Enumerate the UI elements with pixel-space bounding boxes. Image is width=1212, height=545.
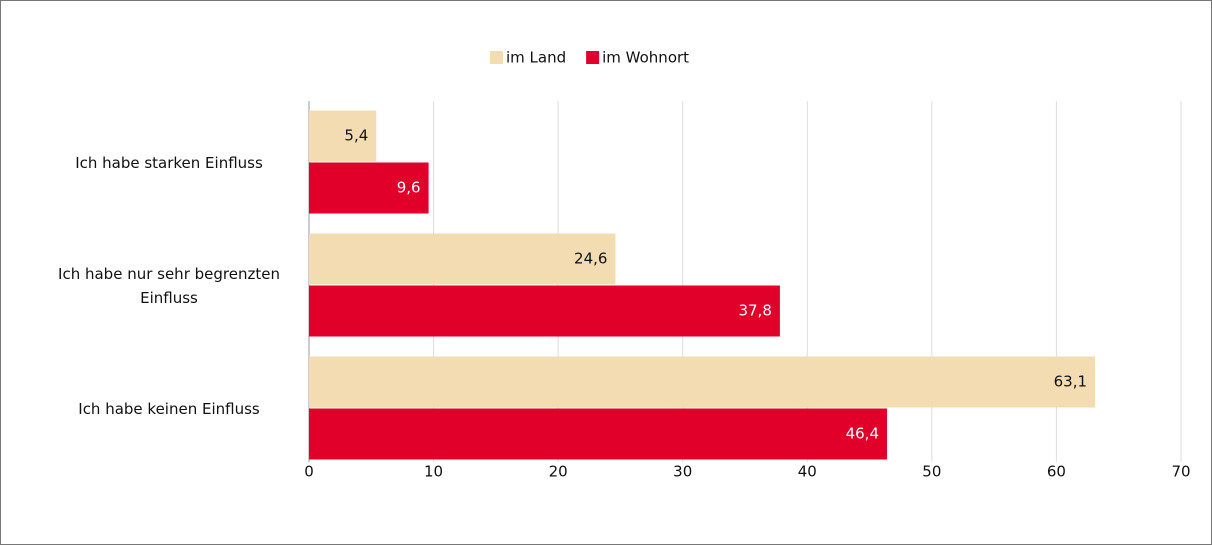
value-label: 37,8	[738, 302, 771, 320]
value-label: 9,6	[397, 179, 421, 197]
x-tick-label: 50	[922, 463, 941, 481]
legend-label: im Wohnort	[602, 49, 689, 67]
bar	[309, 285, 780, 337]
y-tick-label: Ich habe starken Einfluss	[75, 153, 263, 172]
value-label: 24,6	[574, 250, 607, 268]
y-tick-label: Ich habe keinen Einfluss	[78, 399, 260, 418]
x-tick-label: 60	[1047, 463, 1066, 481]
x-tick-label: 70	[1171, 463, 1190, 481]
y-tick-label: Ich habe nur sehr begrenzten Einfluss	[58, 264, 280, 307]
x-tick-label: 30	[673, 463, 692, 481]
bar	[309, 408, 888, 460]
legend-swatch	[490, 51, 503, 64]
value-label: 63,1	[1054, 373, 1087, 391]
bar	[309, 233, 616, 285]
bar	[309, 110, 377, 162]
bar	[309, 162, 429, 214]
x-tick-label: 0	[304, 463, 314, 481]
value-label: 46,4	[846, 425, 879, 443]
x-tick-label: 20	[549, 463, 568, 481]
x-tick-label: 40	[798, 463, 817, 481]
legend-swatch	[586, 51, 600, 64]
bar	[309, 356, 1096, 408]
value-label: 5,4	[344, 127, 368, 145]
x-tick-label: 10	[424, 463, 443, 481]
legend-label: im Land	[506, 49, 566, 67]
